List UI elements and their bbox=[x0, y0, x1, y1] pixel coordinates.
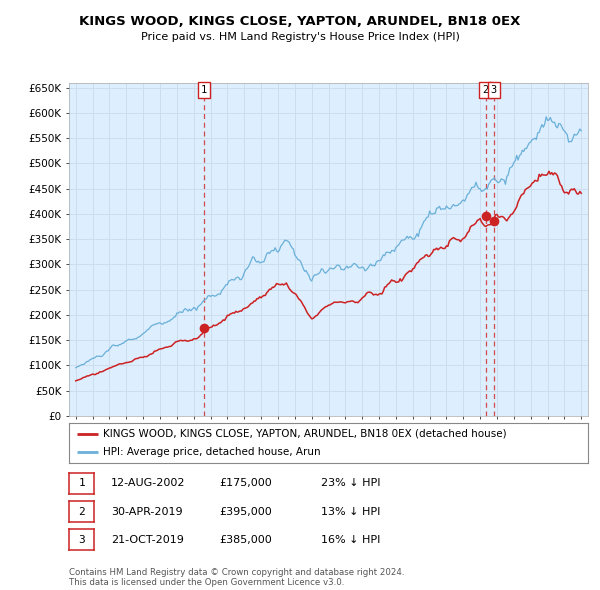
Text: HPI: Average price, detached house, Arun: HPI: Average price, detached house, Arun bbox=[103, 447, 320, 457]
Text: £385,000: £385,000 bbox=[219, 535, 272, 545]
Text: 3: 3 bbox=[78, 535, 85, 545]
Text: 1: 1 bbox=[201, 85, 207, 95]
Text: 1: 1 bbox=[78, 478, 85, 488]
Text: 2: 2 bbox=[78, 507, 85, 516]
Text: 3: 3 bbox=[491, 85, 497, 95]
Text: 21-OCT-2019: 21-OCT-2019 bbox=[111, 535, 184, 545]
Text: KINGS WOOD, KINGS CLOSE, YAPTON, ARUNDEL, BN18 0EX: KINGS WOOD, KINGS CLOSE, YAPTON, ARUNDEL… bbox=[79, 15, 521, 28]
Text: 2: 2 bbox=[482, 85, 489, 95]
Text: 16% ↓ HPI: 16% ↓ HPI bbox=[321, 535, 380, 545]
Text: Price paid vs. HM Land Registry's House Price Index (HPI): Price paid vs. HM Land Registry's House … bbox=[140, 32, 460, 42]
Text: Contains HM Land Registry data © Crown copyright and database right 2024.
This d: Contains HM Land Registry data © Crown c… bbox=[69, 568, 404, 587]
Text: 30-APR-2019: 30-APR-2019 bbox=[111, 507, 182, 516]
Text: 23% ↓ HPI: 23% ↓ HPI bbox=[321, 478, 380, 488]
Text: £175,000: £175,000 bbox=[219, 478, 272, 488]
Text: KINGS WOOD, KINGS CLOSE, YAPTON, ARUNDEL, BN18 0EX (detached house): KINGS WOOD, KINGS CLOSE, YAPTON, ARUNDEL… bbox=[103, 429, 506, 439]
Text: 13% ↓ HPI: 13% ↓ HPI bbox=[321, 507, 380, 516]
Text: £395,000: £395,000 bbox=[219, 507, 272, 516]
Text: 12-AUG-2002: 12-AUG-2002 bbox=[111, 478, 185, 488]
